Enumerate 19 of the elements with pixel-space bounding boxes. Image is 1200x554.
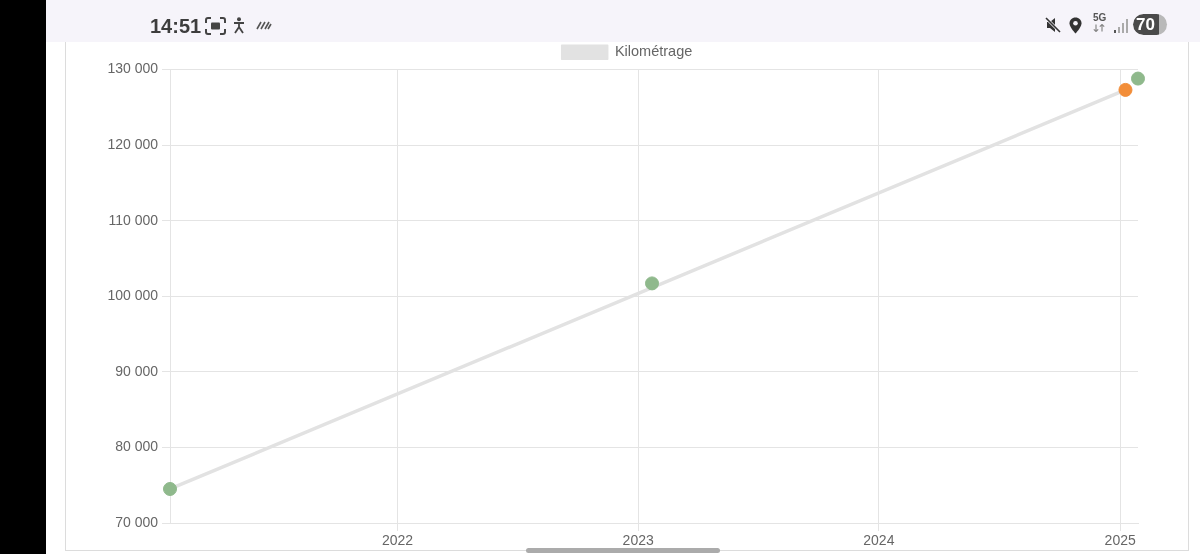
x-tick-label: 2024 bbox=[863, 532, 895, 549]
y-tick-label: 90 000 bbox=[115, 362, 159, 379]
y-tick-label: 110 000 bbox=[108, 211, 159, 228]
y-tick-label: 120 000 bbox=[107, 135, 159, 152]
point bbox=[645, 276, 660, 291]
x-tick-label: 2025 bbox=[1104, 532, 1136, 549]
text: 5G bbox=[1093, 12, 1107, 23]
y-tick-label: 100 000 bbox=[107, 287, 159, 304]
point bbox=[1131, 71, 1145, 86]
legend-label: Kilométrage bbox=[614, 43, 693, 60]
card-frame: Kilométrage 2022 2023 2024 2025 70 000 80 000 90 000 100 000 110 000 120 000 130 000 bbox=[65, 42, 1189, 551]
y-tick-label: 130 000 bbox=[107, 60, 159, 77]
x-tick-label: 2023 bbox=[622, 532, 654, 549]
point bbox=[1118, 82, 1133, 97]
point bbox=[163, 481, 177, 496]
x-tick-label: 2022 bbox=[381, 532, 414, 549]
text: 14:51 bbox=[150, 15, 202, 37]
y-tick-label: 80 000 bbox=[115, 438, 159, 455]
y-tick-label: 70 000 bbox=[115, 513, 159, 530]
